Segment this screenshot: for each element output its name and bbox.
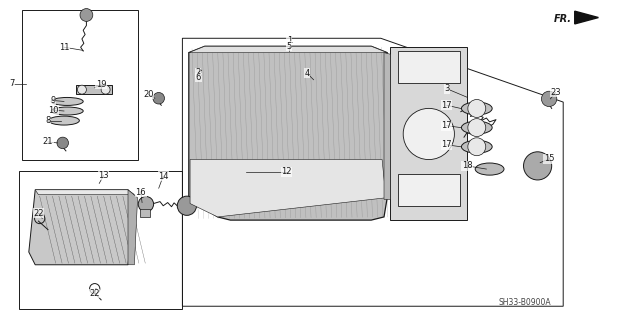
Text: 23: 23 xyxy=(550,88,561,97)
Ellipse shape xyxy=(461,140,492,153)
Circle shape xyxy=(524,152,552,180)
Text: 11: 11 xyxy=(59,43,69,52)
Text: 22: 22 xyxy=(90,289,100,298)
Circle shape xyxy=(153,93,164,104)
Circle shape xyxy=(57,137,68,149)
Polygon shape xyxy=(76,85,112,94)
Ellipse shape xyxy=(51,107,83,115)
Polygon shape xyxy=(398,174,460,206)
Ellipse shape xyxy=(461,102,492,115)
Polygon shape xyxy=(128,190,138,265)
Polygon shape xyxy=(384,53,390,199)
Text: 17: 17 xyxy=(442,121,452,130)
Ellipse shape xyxy=(461,121,492,134)
Text: 21: 21 xyxy=(43,137,53,146)
Text: 2: 2 xyxy=(196,68,201,77)
Polygon shape xyxy=(575,11,598,24)
Text: 9: 9 xyxy=(51,96,56,105)
Text: 1: 1 xyxy=(287,36,292,45)
Polygon shape xyxy=(29,190,134,265)
Text: 12: 12 xyxy=(282,167,292,176)
Text: 14: 14 xyxy=(158,172,168,181)
Ellipse shape xyxy=(49,116,79,125)
Text: 10: 10 xyxy=(48,106,58,115)
Text: 5: 5 xyxy=(287,42,292,51)
Circle shape xyxy=(177,196,196,215)
Circle shape xyxy=(77,85,86,94)
Polygon shape xyxy=(189,46,387,220)
Text: 8: 8 xyxy=(45,116,51,125)
Text: 19: 19 xyxy=(96,80,106,89)
Circle shape xyxy=(468,138,486,156)
Text: 16: 16 xyxy=(136,188,146,197)
Circle shape xyxy=(101,85,110,94)
Circle shape xyxy=(138,197,154,212)
Polygon shape xyxy=(390,47,467,220)
Text: 13: 13 xyxy=(99,171,109,180)
Ellipse shape xyxy=(51,98,83,106)
Text: 6: 6 xyxy=(196,73,201,82)
Polygon shape xyxy=(398,51,460,83)
Ellipse shape xyxy=(476,163,504,175)
Text: 15: 15 xyxy=(544,154,554,163)
Polygon shape xyxy=(189,46,387,53)
Text: FR.: FR. xyxy=(554,13,572,24)
Text: 7: 7 xyxy=(9,79,14,88)
Text: 22: 22 xyxy=(33,209,44,218)
Text: 18: 18 xyxy=(462,161,472,170)
Circle shape xyxy=(403,108,454,160)
Text: 20: 20 xyxy=(143,90,154,99)
Circle shape xyxy=(80,9,93,21)
Polygon shape xyxy=(190,160,386,217)
Circle shape xyxy=(468,100,486,117)
Text: 3: 3 xyxy=(444,84,449,93)
Circle shape xyxy=(541,91,557,107)
Text: 17: 17 xyxy=(442,101,452,110)
Text: 4: 4 xyxy=(305,69,310,78)
Text: SH33-B0900A: SH33-B0900A xyxy=(499,298,551,307)
Circle shape xyxy=(468,119,486,137)
Text: 17: 17 xyxy=(442,140,452,149)
Polygon shape xyxy=(140,209,150,217)
Polygon shape xyxy=(35,190,134,195)
